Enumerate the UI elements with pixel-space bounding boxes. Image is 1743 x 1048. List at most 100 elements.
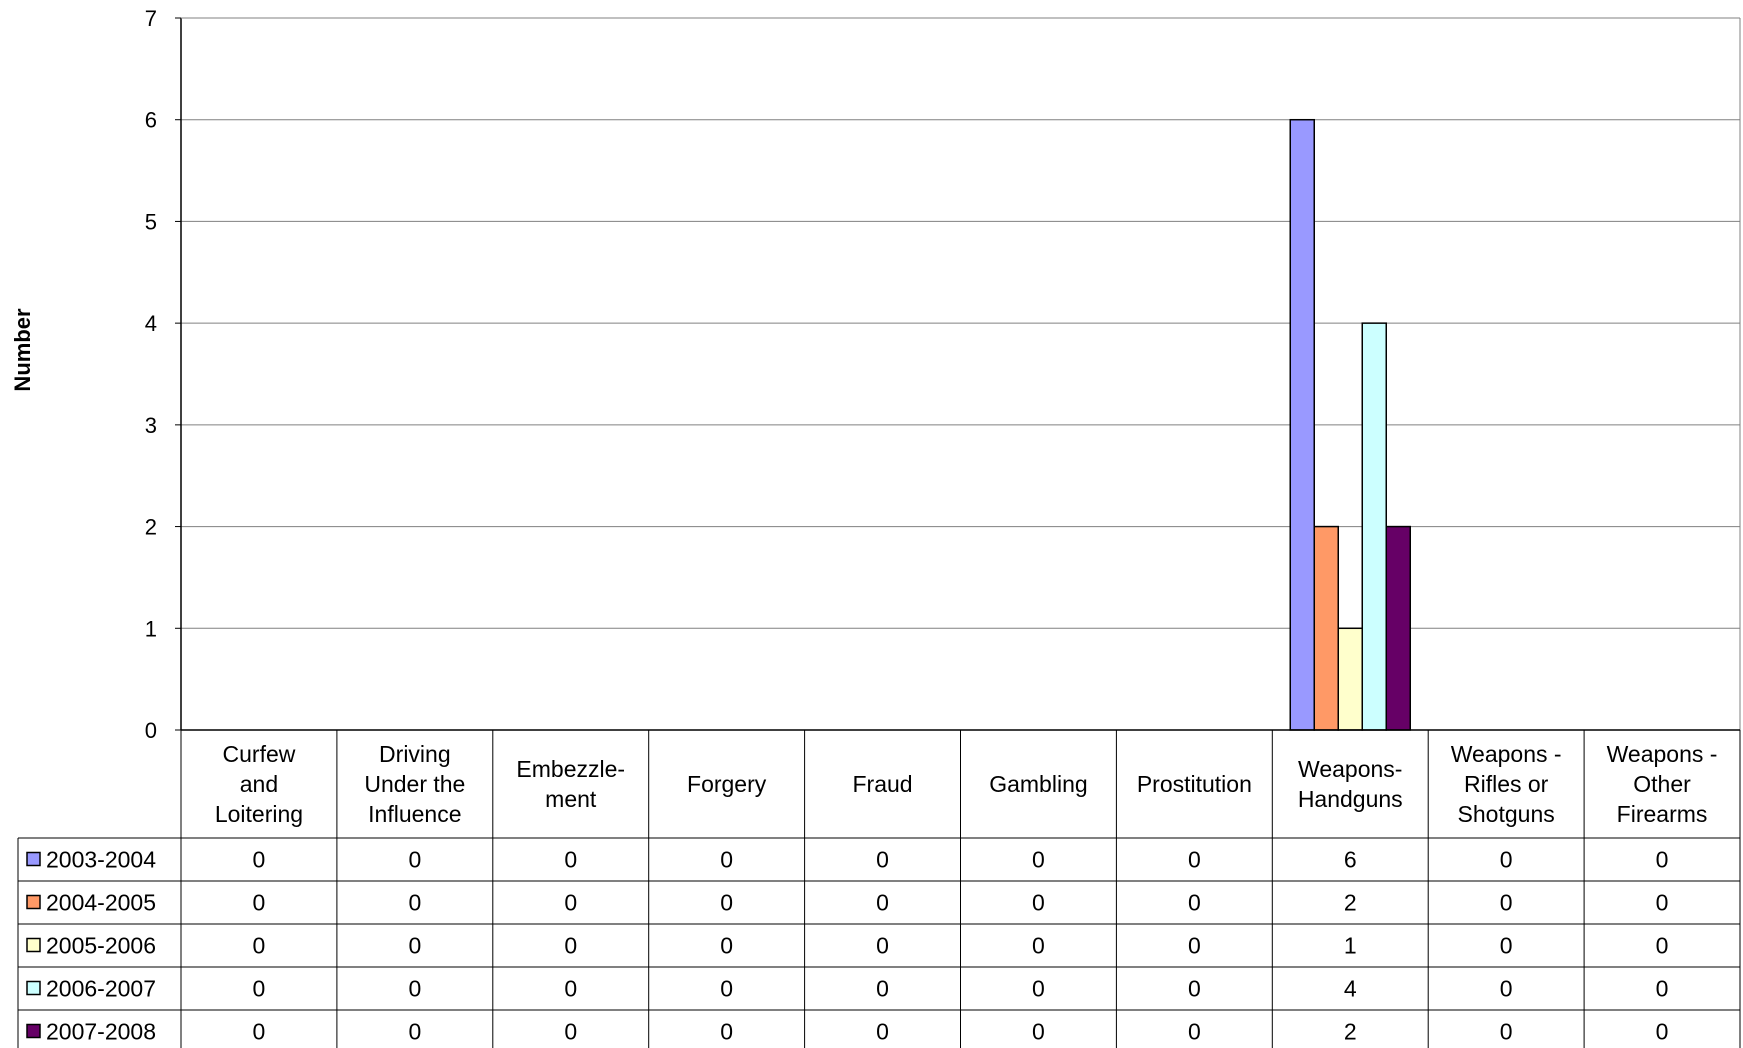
table-cell-value: 0 bbox=[720, 976, 733, 1002]
table-cell-value: 0 bbox=[408, 933, 421, 959]
table-cell-value: 0 bbox=[564, 933, 577, 959]
category-label-line: Weapons- bbox=[1298, 756, 1402, 782]
table-cell-value: 0 bbox=[408, 890, 421, 916]
y-tick-label: 2 bbox=[145, 515, 157, 540]
table-cell-value: 2 bbox=[1344, 890, 1357, 916]
table-cell-value: 0 bbox=[408, 976, 421, 1002]
table-cell-value: 0 bbox=[1656, 1019, 1669, 1045]
table-cell-value: 0 bbox=[1032, 976, 1045, 1002]
category-label: Prostitution bbox=[1137, 771, 1252, 797]
table-cell-value: 0 bbox=[1188, 976, 1201, 1002]
table-cell-value: 0 bbox=[1500, 847, 1513, 873]
category-label: Gambling bbox=[989, 771, 1087, 797]
bars bbox=[1289, 118, 1411, 731]
category-label-line: Firearms bbox=[1617, 801, 1708, 827]
category-label-line: Curfew bbox=[223, 741, 296, 767]
table-cell-value: 0 bbox=[876, 847, 889, 873]
bar bbox=[1361, 322, 1387, 731]
table-cell-value: 0 bbox=[564, 847, 577, 873]
y-tick-label: 6 bbox=[145, 108, 157, 133]
gridlines bbox=[181, 17, 1740, 731]
category-label: Curfew and Loitering bbox=[215, 741, 303, 827]
table-cell-value: 0 bbox=[408, 847, 421, 873]
category-label-line: Other bbox=[1633, 771, 1691, 797]
table-cell-value: 0 bbox=[720, 890, 733, 916]
legend-label: 2005-2006 bbox=[46, 933, 156, 959]
category-label: Weapons - Other Firearms bbox=[1607, 741, 1718, 827]
category-label: Forgery bbox=[687, 771, 767, 797]
table-cell-value: 0 bbox=[1032, 1019, 1045, 1045]
table-cell-value: 1 bbox=[1344, 933, 1357, 959]
table-cell-value: 0 bbox=[1188, 890, 1201, 916]
y-tick-label: 7 bbox=[145, 6, 157, 31]
legend-swatch bbox=[26, 1023, 41, 1039]
category-label-line: Weapons - bbox=[1451, 741, 1562, 767]
axes: 0 1 2 3 4 5 6 7 bbox=[145, 6, 1741, 743]
legend-label: 2003-2004 bbox=[46, 847, 156, 873]
table-cell-value: 0 bbox=[253, 933, 266, 959]
category-label: Fraud bbox=[853, 771, 913, 797]
table-cell-value: 0 bbox=[876, 1019, 889, 1045]
category-label-line: Fraud bbox=[853, 771, 913, 797]
legend-swatch bbox=[26, 980, 41, 996]
table-cell-value: 0 bbox=[408, 1019, 421, 1045]
table-cell-value: 0 bbox=[1032, 933, 1045, 959]
bar bbox=[1337, 627, 1363, 731]
table-cell-value: 0 bbox=[253, 976, 266, 1002]
category-label: Weapons - Rifles or Shotguns bbox=[1451, 741, 1562, 827]
category-label-line: Forgery bbox=[687, 771, 767, 797]
category-label-line: Gambling bbox=[989, 771, 1087, 797]
legend-label: 2007-2008 bbox=[46, 1019, 156, 1045]
category-label-line: Handguns bbox=[1298, 786, 1403, 812]
table-cell-value: 0 bbox=[876, 890, 889, 916]
legend-swatch bbox=[26, 937, 41, 953]
category-label: Embezzle-ment bbox=[516, 756, 625, 812]
y-tick-label: 0 bbox=[145, 718, 157, 743]
category-label-line: Shotguns bbox=[1458, 801, 1555, 827]
table-cell-value: 0 bbox=[1500, 890, 1513, 916]
legend-swatch bbox=[26, 894, 41, 910]
table-cell-value: 0 bbox=[1500, 933, 1513, 959]
table-cell-value: 0 bbox=[720, 1019, 733, 1045]
bar bbox=[1313, 525, 1339, 731]
legend-label: 2006-2007 bbox=[46, 976, 156, 1002]
category-label-line: Rifles or bbox=[1464, 771, 1549, 797]
category-label-line: ment bbox=[545, 786, 597, 812]
table-cell-value: 0 bbox=[1656, 890, 1669, 916]
table-cell-value: 0 bbox=[1656, 847, 1669, 873]
y-tick-label: 4 bbox=[145, 311, 157, 336]
category-label: Weapons- Handguns bbox=[1298, 756, 1403, 812]
table-cell-value: 0 bbox=[1188, 847, 1201, 873]
table-cell-value: 6 bbox=[1344, 847, 1357, 873]
table-cell-value: 2 bbox=[1344, 1019, 1357, 1045]
table-cell-value: 0 bbox=[720, 847, 733, 873]
y-tick-label: 5 bbox=[145, 209, 157, 234]
legend-label: 2004-2005 bbox=[46, 890, 156, 916]
table-cell-value: 0 bbox=[1032, 890, 1045, 916]
category-label-line: Driving bbox=[379, 741, 451, 767]
table-cell-value: 0 bbox=[1656, 976, 1669, 1002]
table-cell-value: 0 bbox=[1188, 1019, 1201, 1045]
category-label-line: Under the bbox=[364, 771, 465, 797]
data-table: Curfew and Loitering Driving Under the Influe… bbox=[17, 729, 1741, 1048]
bar bbox=[1289, 118, 1315, 731]
table-cell-value: 0 bbox=[1656, 933, 1669, 959]
y-tick-label: 1 bbox=[145, 616, 157, 641]
category-label-line: Weapons - bbox=[1607, 741, 1718, 767]
table-cell-value: 0 bbox=[1188, 933, 1201, 959]
table-cell-value: 0 bbox=[720, 933, 733, 959]
table-cell-value: 0 bbox=[253, 1019, 266, 1045]
category-label-line: Embezzle- bbox=[516, 756, 625, 782]
table-cell-value: 0 bbox=[1500, 976, 1513, 1002]
table-cell-value: 0 bbox=[253, 847, 266, 873]
y-axis-label: Number bbox=[10, 308, 35, 392]
bar bbox=[1385, 525, 1411, 731]
legend-swatch bbox=[26, 851, 41, 867]
category-label-line: Loitering bbox=[215, 801, 303, 827]
table-cell-value: 0 bbox=[876, 933, 889, 959]
category-label-line: Influence bbox=[368, 801, 461, 827]
category-label: Driving Under the Influence bbox=[364, 741, 465, 827]
table-cell-value: 0 bbox=[1032, 847, 1045, 873]
table-cell-value: 0 bbox=[564, 1019, 577, 1045]
